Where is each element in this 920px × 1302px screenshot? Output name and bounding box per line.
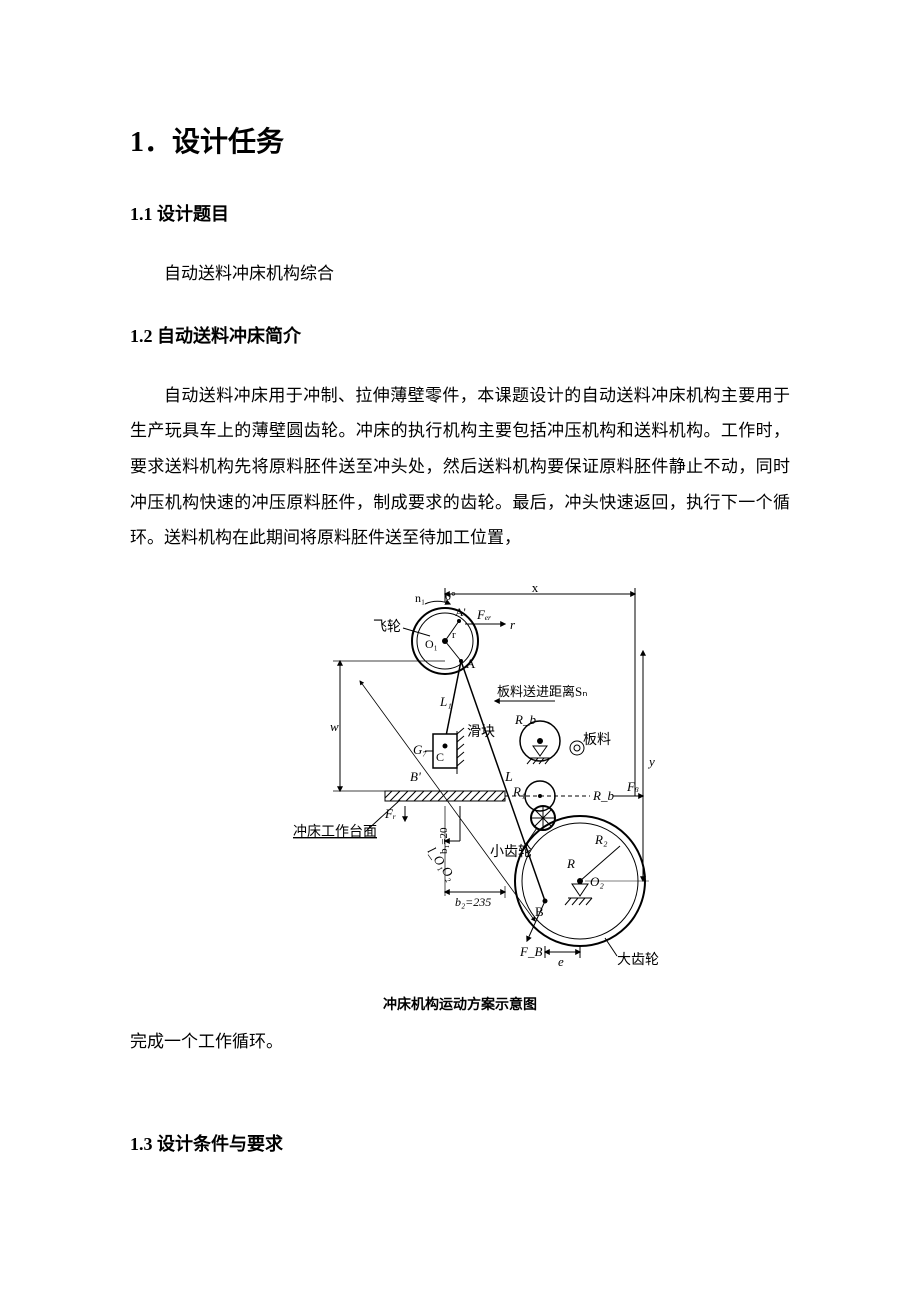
label-A: A: [466, 656, 476, 671]
label-O1: O₁: [425, 637, 438, 651]
label-e: e: [558, 954, 564, 969]
label-n1: n₁: [415, 591, 425, 605]
label-L1: L₁: [439, 694, 452, 709]
subsection-1-2-closing: 完成一个工作循环。: [130, 1024, 790, 1060]
label-C: C: [436, 750, 444, 764]
mechanism-diagram: x 飞轮 n₁ 0° O₁ A' A r Fₑᵣ r: [245, 586, 675, 986]
label-b1: b₁=20: [438, 827, 450, 854]
label-Bp: B': [410, 769, 421, 784]
label-Ap: A': [455, 605, 466, 619]
label-G7: G₇: [413, 742, 427, 757]
label-b2: b₂=235: [455, 895, 491, 909]
label-R: R: [566, 856, 575, 871]
section-number-title: 1．设计任务: [130, 120, 790, 160]
label-sheet: 板料: [583, 732, 611, 748]
label-r: r: [510, 617, 516, 632]
label-Rb2: R_b: [592, 788, 614, 803]
subsection-1-1-body: 自动送料冲床机构综合: [130, 256, 790, 292]
label-R2: R₂: [594, 832, 608, 847]
label-Fb: Fᵦ: [626, 779, 639, 794]
svg-text:0°: 0°: [445, 589, 456, 603]
subsection-1-1-heading: 1.1 设计题目: [130, 200, 790, 226]
label-big-gear: 大齿轮: [617, 952, 659, 968]
subsection-1-2-body: 自动送料冲床用于冲制、拉伸薄壁零件，本课题设计的自动送料冲床机构主要用于生产玩具…: [130, 378, 790, 556]
figure-container: x 飞轮 n₁ 0° O₁ A' A r Fₑᵣ r: [130, 586, 790, 1014]
label-Fr: Fᵣ: [384, 806, 396, 821]
label-Fer: Fₑᵣ: [476, 607, 492, 622]
label-w: w: [330, 719, 339, 734]
label-Rb1: R_b: [514, 712, 536, 727]
label-R1: R₁: [512, 784, 525, 799]
label-r-inner: r: [452, 629, 456, 641]
subsection-1-2-heading: 1.2 自动送料冲床简介: [130, 322, 790, 348]
label-FB: F_B: [519, 944, 542, 959]
subsection-1-3-heading: 1.3 设计条件与要求: [130, 1130, 790, 1156]
label-O2: O₂: [590, 874, 604, 889]
label-feed-distance: 板料送进距离Sₙ: [497, 684, 587, 699]
label-slider: 滑块: [467, 723, 495, 740]
label-flywheel: 飞轮: [373, 619, 401, 635]
figure-caption: 冲床机构运动方案示意图: [245, 994, 675, 1014]
label-L: L: [504, 770, 513, 785]
label-x: x: [532, 586, 539, 595]
label-worktable: 冲床工作台面: [293, 824, 377, 840]
label-y: y: [647, 754, 655, 769]
